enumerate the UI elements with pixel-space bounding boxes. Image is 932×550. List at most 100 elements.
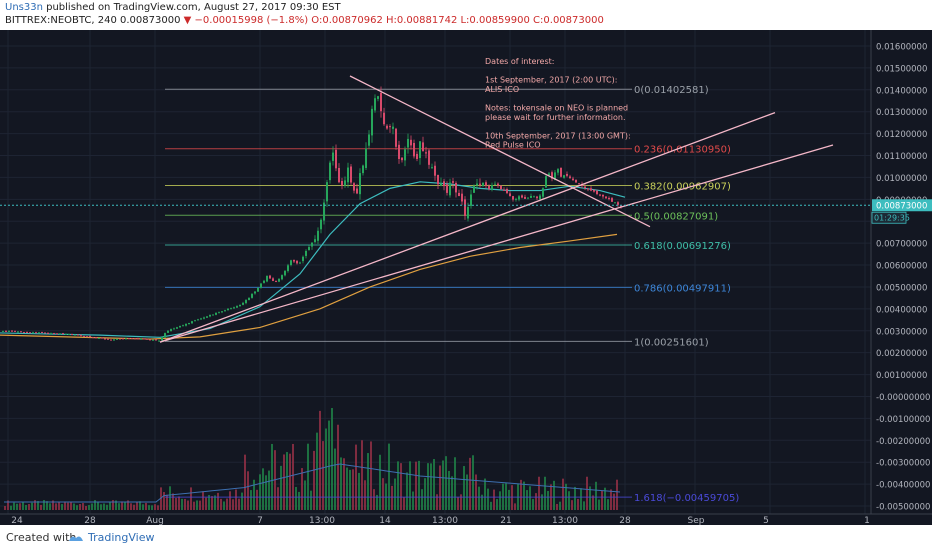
fib-retracement: 0(0.01402581) 0.236(0.01130950) 0.382(0.00… xyxy=(165,85,739,504)
candle-body xyxy=(245,300,247,304)
volume-bar xyxy=(427,463,429,510)
volume-bar xyxy=(187,500,189,510)
candle-body xyxy=(158,340,160,342)
candle-body xyxy=(440,183,442,186)
candle-body xyxy=(140,338,142,340)
volume-bar xyxy=(595,481,597,510)
candle-body xyxy=(98,337,100,339)
candle-body xyxy=(494,183,496,185)
volume-bar xyxy=(553,480,555,510)
volume-bar xyxy=(214,495,216,510)
candle-body xyxy=(386,125,388,129)
volume-bar xyxy=(190,487,192,510)
candle-body xyxy=(23,331,25,333)
candle-body xyxy=(266,275,268,282)
candle-body xyxy=(332,152,334,161)
volume-bar xyxy=(433,459,435,510)
volume-bar xyxy=(319,410,321,510)
publish-info: published on TradingView.com, August 27,… xyxy=(46,2,341,13)
fib-label-2: 0.382(0.00962907) xyxy=(634,182,731,193)
volume-bar xyxy=(526,490,528,510)
candle-body xyxy=(197,319,199,321)
volume-bar xyxy=(286,452,288,510)
fib-label-3: 0.5(0.00827091) xyxy=(634,211,718,222)
price-axis[interactable]: 0.01600000 0.01500000 0.01400000 0.01300000… xyxy=(870,30,932,514)
candle-body xyxy=(230,308,232,310)
volume-bar xyxy=(85,505,87,510)
volume-bar xyxy=(562,478,564,510)
ema-short-line xyxy=(0,181,626,338)
volume-bar xyxy=(475,474,477,510)
volume-bar xyxy=(607,499,609,510)
time-axis[interactable]: 24 28 Aug 7 13:00 14 13:00 21 13:00 28 Sep 5 1 xyxy=(0,513,932,525)
volume-bar xyxy=(289,453,291,510)
volume-bar xyxy=(70,502,72,510)
candle-body xyxy=(278,278,280,282)
candle-body xyxy=(401,157,403,161)
price-tick-label: 0.00700000 xyxy=(876,240,927,250)
volume-bar xyxy=(265,475,267,510)
volume-bar xyxy=(436,494,438,510)
tradingview-brand[interactable]: TradingView xyxy=(88,531,155,544)
volume-bar xyxy=(313,450,315,510)
candle-body xyxy=(527,197,529,199)
volume-bar xyxy=(250,490,252,510)
time-tick-label: 28 xyxy=(619,516,631,525)
volume-bar xyxy=(55,503,57,510)
volume-bar xyxy=(454,457,456,510)
annotation-line: Red Pulse ICO xyxy=(485,141,541,150)
volume-bar xyxy=(583,501,585,510)
volume-bar xyxy=(19,503,21,510)
symbol-label: BITTREX:NEOBTC, 240 xyxy=(5,15,117,26)
countdown-label: 01:29:35 xyxy=(874,214,910,223)
candle-body xyxy=(248,297,250,300)
volume-bar xyxy=(22,502,24,510)
candle-body xyxy=(404,149,406,161)
candle-body xyxy=(365,148,367,168)
volume-bar xyxy=(442,460,444,510)
candle-body xyxy=(206,316,208,318)
candle-body xyxy=(161,337,163,341)
candle-body xyxy=(56,333,58,335)
candle-body xyxy=(479,183,481,185)
candle-body xyxy=(428,150,430,165)
candle-body xyxy=(329,162,331,181)
candle-body xyxy=(260,283,262,288)
volume-bar xyxy=(217,492,219,510)
author-link[interactable]: Uns33n xyxy=(5,2,43,13)
volume-bar xyxy=(181,498,183,510)
created-with-label: Created with xyxy=(6,531,77,544)
price-chart[interactable]: 0(0.01402581) 0.236(0.01130950) 0.382(0.00… xyxy=(0,30,932,525)
last-price-axis-label: 0.00873000 xyxy=(876,202,927,212)
volume-bar xyxy=(82,503,84,510)
volume-bar xyxy=(547,490,549,510)
candle-body xyxy=(254,291,256,294)
volume-bar xyxy=(226,498,228,510)
time-tick-label: 13:00 xyxy=(432,516,458,525)
volume-bar xyxy=(271,443,273,510)
annotation-note: Dates of interest: 1st September, 2017 (2… xyxy=(485,57,631,150)
volume-bar xyxy=(106,504,108,510)
candle-body xyxy=(533,196,535,198)
volume-bar xyxy=(241,492,243,510)
volume-bar xyxy=(211,496,213,510)
candle-body xyxy=(287,265,289,272)
annotation-line: Notes: tokensale on NEO is planned xyxy=(485,104,628,113)
volume-bar xyxy=(412,491,414,510)
volume-bar xyxy=(277,487,279,510)
trendlines xyxy=(0,75,871,343)
candle-body xyxy=(83,336,85,338)
time-tick-label: 13:00 xyxy=(552,516,578,525)
candle-body xyxy=(122,338,124,340)
candle-body xyxy=(425,152,427,154)
candle-body xyxy=(482,182,484,187)
volume-bar xyxy=(184,498,186,510)
volume-bar xyxy=(64,501,66,510)
volume-ma-line xyxy=(4,463,621,503)
candle-body xyxy=(503,189,505,191)
volume-bar xyxy=(394,478,396,510)
candle-body xyxy=(89,336,91,338)
volume-bar xyxy=(541,494,543,510)
volume-bar xyxy=(382,478,384,510)
volume-bar xyxy=(463,466,465,510)
